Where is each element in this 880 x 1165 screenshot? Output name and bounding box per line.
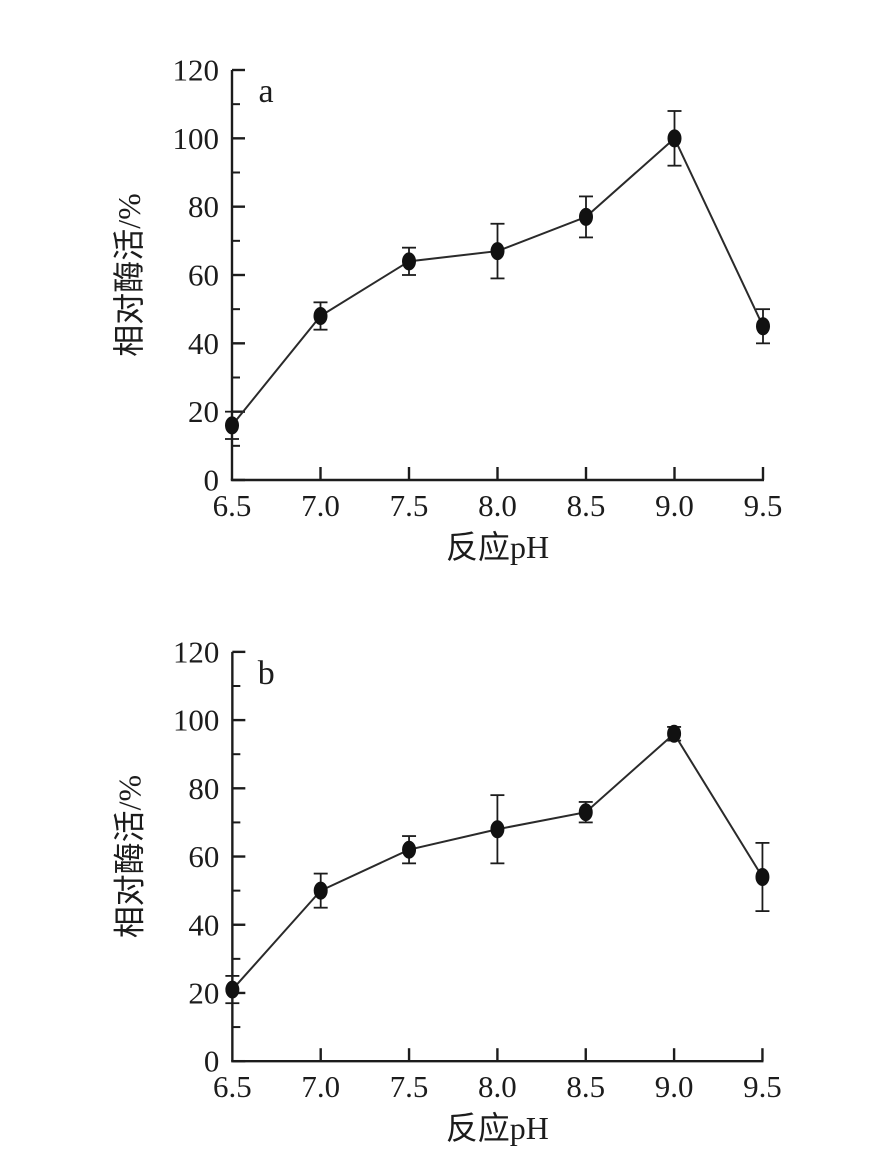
x-tick-label: 9.0 — [655, 1069, 694, 1104]
y-tick-label: 20 — [188, 394, 219, 429]
x-tick-label: 9.5 — [744, 488, 783, 523]
panel-label: a — [258, 73, 273, 110]
x-tick-label: 9.0 — [655, 488, 694, 523]
chart-panel-a: 0 20 40 60 80 100 120 6.5 7.0 7.5 8.0 8.5 9.0 9.5 a 反应p… — [111, 53, 783, 565]
data-point — [490, 242, 505, 261]
data-point — [313, 307, 328, 325]
x-tick-label: 6.5 — [213, 1069, 252, 1104]
data-point — [667, 724, 682, 743]
y-tick-label: 40 — [188, 907, 219, 942]
data-point — [755, 868, 770, 886]
y-tick-label: 120 — [173, 634, 219, 669]
data-point — [402, 252, 416, 271]
data-point — [402, 840, 417, 859]
chart-panel-b: 0 20 40 60 80 100 120 6.5 7.0 7.5 8.0 8.5 9.0 9.5 b 反应p… — [113, 634, 782, 1146]
data-point — [578, 803, 593, 822]
x-tick-label: 8.5 — [567, 488, 606, 523]
x-tick-label: 8.0 — [478, 1069, 517, 1104]
data-point — [313, 881, 328, 900]
y-axis-title: 相对酶活/% — [111, 193, 147, 357]
data-point — [667, 129, 682, 148]
data-point — [225, 416, 239, 435]
data-point — [490, 820, 505, 839]
y-tick-label: 20 — [188, 975, 219, 1010]
y-tick-label: 0 — [204, 1044, 219, 1079]
y-tick-label: 80 — [188, 189, 219, 224]
x-axis-title: 反应pH — [446, 1111, 549, 1146]
x-tick-label: 9.5 — [743, 1069, 782, 1104]
y-tick-label: 120 — [173, 53, 220, 88]
data-point — [756, 317, 770, 336]
x-tick-label: 6.5 — [213, 488, 252, 523]
y-tick-label: 100 — [173, 121, 220, 156]
x-tick-label: 8.5 — [566, 1069, 605, 1104]
x-tick-label: 7.0 — [301, 1069, 340, 1104]
y-tick-label: 80 — [188, 771, 219, 806]
x-tick-label: 7.5 — [390, 488, 429, 523]
x-tick-label: 7.0 — [301, 488, 340, 523]
data-point — [579, 207, 593, 226]
x-tick-label: 7.5 — [390, 1069, 429, 1104]
data-point — [225, 980, 240, 999]
x-axis-title: 反应pH — [446, 529, 549, 565]
y-tick-label: 40 — [188, 326, 219, 361]
y-tick-label: 100 — [173, 703, 219, 738]
y-tick-label: 0 — [204, 463, 220, 498]
x-tick-label: 8.0 — [478, 488, 517, 523]
y-axis-title: 相对酶活/% — [113, 775, 148, 938]
y-tick-label: 60 — [188, 839, 219, 874]
y-tick-label: 60 — [188, 258, 219, 293]
series-line — [231, 136, 764, 426]
panel-label: b — [258, 655, 275, 692]
